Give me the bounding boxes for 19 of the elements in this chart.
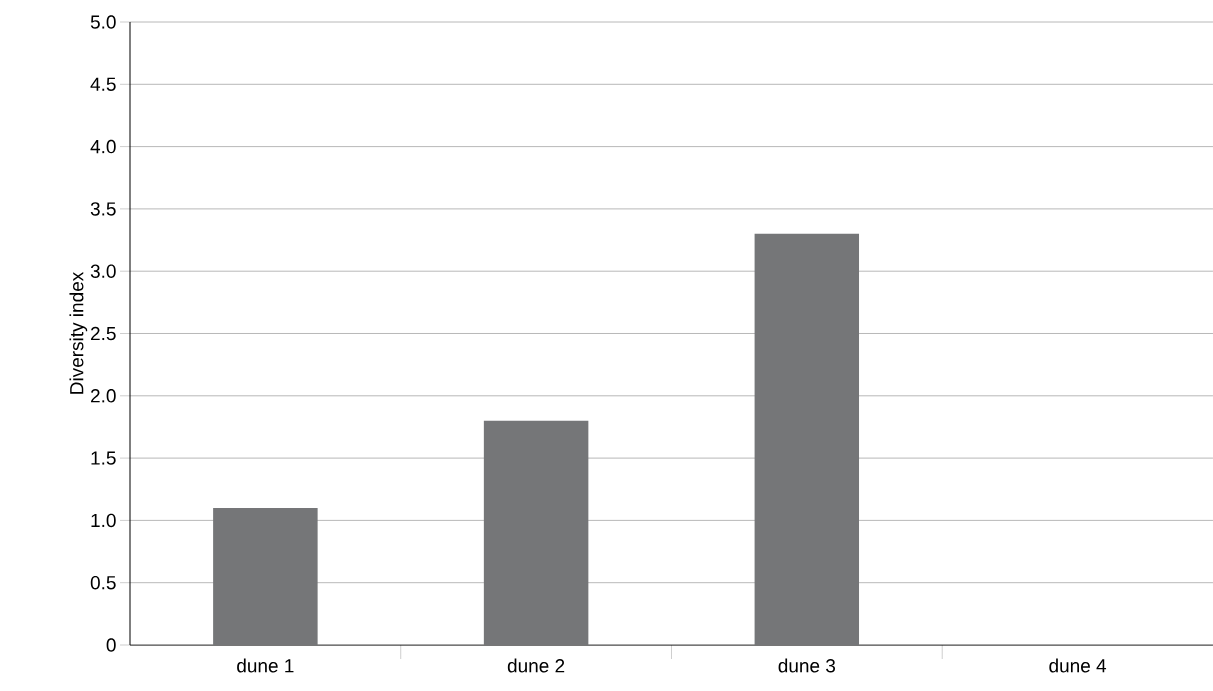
y-tick-label: 3.0 (90, 264, 116, 278)
y-tick-label: 1.5 (91, 451, 116, 465)
bar (754, 233, 860, 645)
y-tick-label: 4.5 (90, 77, 116, 91)
y-tick-label: 5.0 (90, 15, 116, 29)
y-tick-label: 2.5 (91, 326, 116, 341)
y-tick-label: 4.0 (90, 139, 116, 154)
y-axis-title: Diversity index (69, 271, 88, 394)
x-tick-label: dune 3 (778, 658, 836, 673)
bar (213, 507, 318, 645)
x-tick-label: dune 1 (237, 658, 294, 673)
x-tick-label: dune 4 (1049, 658, 1107, 673)
x-tick-label: dune 2 (507, 658, 565, 673)
y-tick-label: 1.0 (91, 513, 116, 528)
y-tick-label: 3.5 (90, 202, 116, 216)
y-tick-label: 2.0 (91, 389, 116, 403)
y-tick-label: 0.5 (90, 575, 116, 590)
bar (483, 420, 589, 645)
y-tick-label: 0 (106, 638, 116, 652)
